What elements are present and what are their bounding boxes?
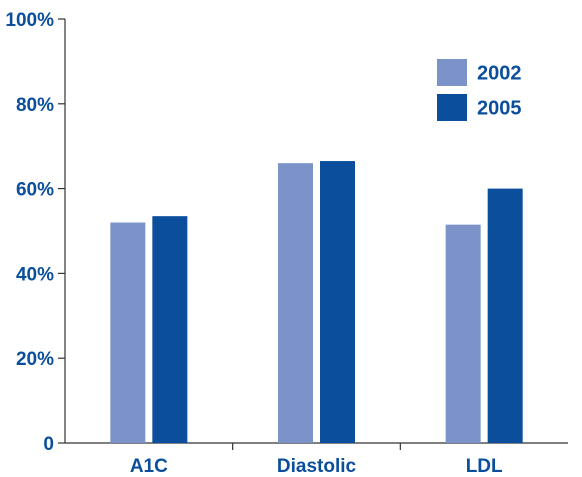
y-tick-label: 20%: [16, 349, 54, 370]
x-category-label: LDL: [466, 456, 503, 477]
x-category-label: Diastolic: [277, 456, 357, 477]
bar-ldl-2005: [487, 188, 523, 443]
y-tick-label: 40%: [16, 264, 54, 285]
bar-diastolic-2005: [320, 161, 355, 444]
x-category-label: A1C: [130, 456, 168, 477]
bars: [110, 161, 523, 444]
y-tick-label: 100%: [5, 10, 54, 31]
y-axis-ticks: 0 20% 40% 60% 80% 100%: [5, 10, 65, 455]
y-tick-label: 0: [43, 434, 54, 455]
axes: [64, 19, 568, 444]
legend-label-2002: 2002: [477, 63, 522, 85]
legend-swatch-2002: [437, 59, 467, 86]
bar-diastolic-2002: [278, 163, 313, 443]
legend-swatch-2005: [437, 94, 467, 121]
legend-label-2005: 2005: [477, 98, 522, 120]
x-axis-categories: A1C Diastolic LDL: [130, 443, 503, 477]
bar-ldl-2002: [445, 224, 481, 443]
y-tick-label: 60%: [16, 180, 54, 201]
bar-a1c-2002: [110, 222, 146, 443]
y-tick-label: 80%: [16, 95, 54, 116]
bar-a1c-2005: [152, 216, 188, 443]
legend: 2002 2005: [437, 59, 522, 121]
